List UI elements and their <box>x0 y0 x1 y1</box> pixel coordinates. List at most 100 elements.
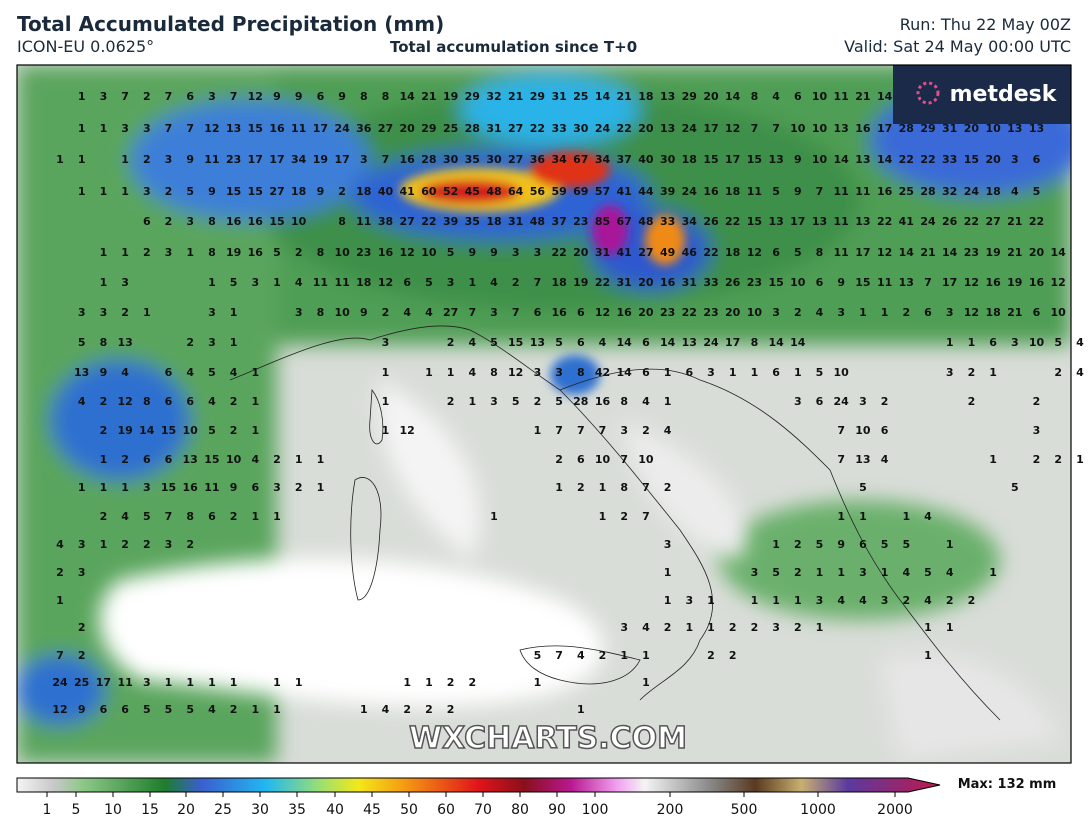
precip-value: 1 <box>273 276 281 289</box>
precip-value: 7 <box>512 306 520 319</box>
precip-value: 12 <box>52 703 67 716</box>
precip-value: 6 <box>100 703 108 716</box>
precip-value: 15 <box>161 424 176 437</box>
precip-value: 7 <box>165 122 173 135</box>
precip-value: 1 <box>425 676 433 689</box>
precip-value: 22 <box>899 153 914 166</box>
precip-value: 21 <box>508 90 523 103</box>
precip-value: 13 <box>899 276 914 289</box>
precip-value: 3 <box>143 185 151 198</box>
precip-value: 16 <box>855 122 871 135</box>
precip-value: 23 <box>660 306 675 319</box>
precip-value: 16 <box>248 215 264 228</box>
precip-value: 31 <box>508 215 523 228</box>
precip-value: 2 <box>794 566 802 579</box>
precip-value: 7 <box>165 90 173 103</box>
precip-value: 16 <box>551 306 567 319</box>
precip-value: 2 <box>230 424 238 437</box>
precip-value: 1 <box>382 366 390 379</box>
precip-value: 21 <box>920 246 935 259</box>
precip-value: 18 <box>985 306 1000 319</box>
precip-value: 31 <box>595 246 610 259</box>
precip-value: 18 <box>638 90 653 103</box>
precip-value: 7 <box>555 424 563 437</box>
precip-value: 1 <box>100 538 108 551</box>
precip-value: 17 <box>790 215 805 228</box>
precip-value: 1 <box>599 481 607 494</box>
precip-value: 8 <box>620 481 628 494</box>
precip-value: 32 <box>486 90 501 103</box>
precip-value: 22 <box>1029 215 1044 228</box>
precip-value: 5 <box>794 246 802 259</box>
precip-value: 4 <box>78 395 86 408</box>
precip-value: 6 <box>772 246 780 259</box>
precip-value: 2 <box>664 621 672 634</box>
precip-value: 4 <box>121 510 129 523</box>
precip-value: 41 <box>617 185 632 198</box>
precip-value: 1 <box>78 122 86 135</box>
precip-value: 17 <box>855 246 870 259</box>
precip-value: 1 <box>186 246 194 259</box>
precip-value: 2 <box>447 703 455 716</box>
precip-value: 2 <box>295 246 303 259</box>
precip-value: 2 <box>230 395 238 408</box>
precip-value: 4 <box>425 306 433 319</box>
precip-value: 5 <box>534 649 542 662</box>
colorbar-label: 20 <box>177 802 195 818</box>
precip-value: 9 <box>338 90 346 103</box>
precip-value: 5 <box>902 538 910 551</box>
precip-value: 17 <box>96 676 111 689</box>
precip-value: 3 <box>881 594 889 607</box>
precip-value: 7 <box>642 510 650 523</box>
precip-value: 20 <box>638 276 654 289</box>
precip-value: 1 <box>447 366 455 379</box>
precip-value: 1 <box>989 453 997 466</box>
precip-value: 5 <box>1011 481 1019 494</box>
precip-value: 5 <box>273 246 281 259</box>
precip-value: 16 <box>226 215 242 228</box>
precip-value: 14 <box>139 424 155 437</box>
precip-value: 7 <box>751 122 759 135</box>
colorbar-label: 70 <box>474 802 492 818</box>
precip-value: 1 <box>100 246 108 259</box>
precip-value: 1 <box>317 481 325 494</box>
precip-value: 4 <box>208 395 216 408</box>
precip-value: 1 <box>295 676 303 689</box>
precip-value: 1 <box>251 424 259 437</box>
precip-value: 1 <box>230 336 238 349</box>
precip-value: 6 <box>534 306 542 319</box>
precip-value: 34 <box>291 153 307 166</box>
precip-value: 2 <box>100 510 108 523</box>
precip-value: 1 <box>403 676 411 689</box>
precip-value: 1 <box>642 649 650 662</box>
precip-value: 12 <box>1051 276 1066 289</box>
precip-value: 22 <box>530 122 545 135</box>
precip-value: 3 <box>946 366 954 379</box>
precip-value: 1 <box>707 621 715 634</box>
precip-value: 14 <box>595 90 611 103</box>
precip-value: 3 <box>772 621 780 634</box>
precip-value: 36 <box>356 122 372 135</box>
precip-value: 4 <box>230 366 238 379</box>
precip-value: 30 <box>443 153 459 166</box>
precip-value: 7 <box>837 424 845 437</box>
precip-value: 2 <box>143 246 151 259</box>
precip-value: 24 <box>964 185 980 198</box>
precip-value: 8 <box>490 366 498 379</box>
precip-value: 31 <box>682 276 697 289</box>
precip-value: 12 <box>595 306 610 319</box>
precip-value: 20 <box>703 90 719 103</box>
precip-value: 13 <box>812 215 827 228</box>
precip-value: 7 <box>56 649 64 662</box>
precip-value: 10 <box>812 153 828 166</box>
precip-value: 5 <box>143 703 151 716</box>
precip-value: 42 <box>595 366 610 379</box>
precip-value: 5 <box>208 366 216 379</box>
precip-value: 8 <box>208 246 216 259</box>
precip-value: 1 <box>100 481 108 494</box>
precip-value: 2 <box>881 395 889 408</box>
precip-value: 15 <box>855 276 870 289</box>
precip-value: 2 <box>425 703 433 716</box>
precip-value: 9 <box>295 90 303 103</box>
